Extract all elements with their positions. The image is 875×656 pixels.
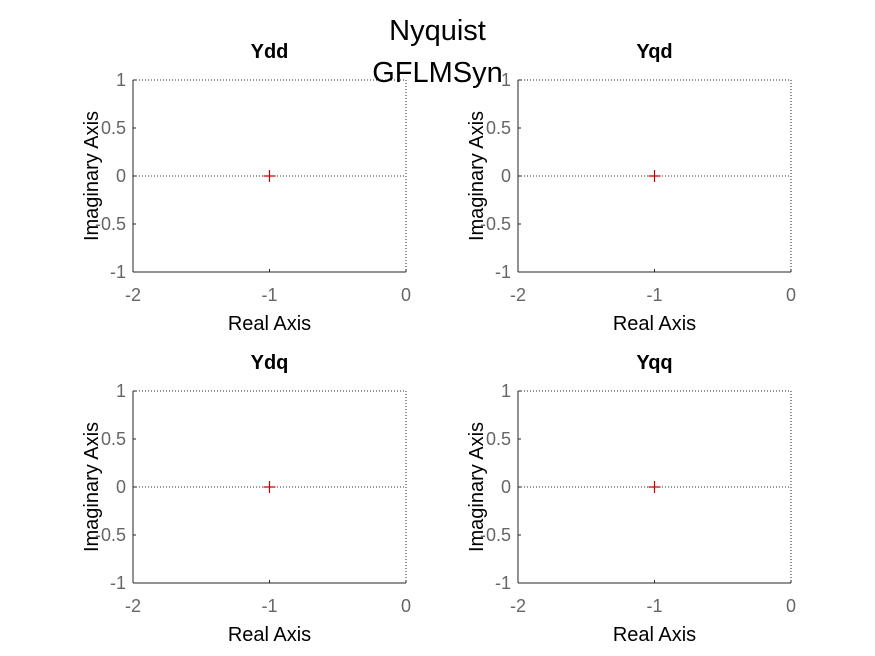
y-tick-label: -1: [495, 262, 511, 282]
y-tick-label: 1: [501, 70, 511, 90]
x-axis-label: Real Axis: [613, 624, 696, 646]
subplot-ydq: -2 -1 0 -1 -0.5 0 0.5 1 Ydq Real Axis Imaginary Ax…: [81, 352, 411, 646]
subplot-yqq: -2 -1 0 -1 -0.5 0 0.5 1 Yqq Real Axis Imaginary Ax…: [466, 352, 796, 646]
critical-point-marker: [263, 481, 276, 493]
y-tick-label: 0.5: [486, 118, 511, 138]
y-tick-label: 0: [501, 166, 511, 186]
x-tick-label: -2: [510, 596, 526, 616]
subplot-title: Ydd: [251, 41, 289, 63]
x-tick-label: -2: [510, 285, 526, 305]
y-tick-label: -1: [495, 573, 511, 593]
y-tick-label: -1: [110, 262, 126, 282]
x-tick-label: -1: [646, 596, 662, 616]
x-axis-label: Real Axis: [613, 313, 696, 335]
figure-title-line1: Nyquist: [389, 15, 486, 47]
x-tick-label: -1: [261, 596, 277, 616]
subplot-title: Ydq: [251, 352, 289, 374]
y-tick-label: 1: [501, 381, 511, 401]
x-axis-label: Real Axis: [228, 624, 311, 646]
x-tick-label: -2: [125, 285, 141, 305]
y-tick-label: 0.5: [101, 429, 126, 449]
y-axis-label: Imaginary Axis: [81, 422, 103, 552]
x-tick-label: -1: [646, 285, 662, 305]
x-tick-label: -2: [125, 596, 141, 616]
y-tick-label: 0: [116, 477, 126, 497]
subplot-ydd: -2 -1 0 -1 -0.5 0 0.5 1 Ydd Real Axis Imaginary Ax…: [81, 41, 411, 335]
x-tick-label: 0: [786, 285, 796, 305]
y-axis-label: Imaginary Axis: [81, 111, 103, 241]
x-tick-label: 0: [401, 285, 411, 305]
y-tick-label: 1: [116, 381, 126, 401]
y-tick-label: 0: [116, 166, 126, 186]
y-tick-label: -1: [110, 573, 126, 593]
y-axis-label: Imaginary Axis: [466, 111, 488, 241]
y-tick-label: 0: [501, 477, 511, 497]
y-tick-label: 0.5: [486, 429, 511, 449]
y-axis-label: Imaginary Axis: [466, 422, 488, 552]
subplot-title: Yqq: [636, 352, 672, 374]
subplot-title: Yqd: [636, 41, 672, 63]
y-tick-label: 1: [116, 70, 126, 90]
y-tick-label: -0.5: [480, 525, 511, 545]
figure-title-line2: GFLMSyn: [372, 57, 503, 89]
y-tick-label: -0.5: [95, 525, 126, 545]
critical-point-marker: [648, 170, 661, 182]
x-axis-label: Real Axis: [228, 313, 311, 335]
x-tick-label: -1: [261, 285, 277, 305]
x-tick-label: 0: [401, 596, 411, 616]
y-tick-label: 0.5: [101, 118, 126, 138]
y-tick-label: -0.5: [480, 214, 511, 234]
critical-point-marker: [648, 481, 661, 493]
critical-point-marker: [263, 170, 276, 182]
subplot-yqd: -2 -1 0 -1 -0.5 0 0.5 1 Yqd Real Axis Imaginary Ax…: [466, 41, 796, 335]
x-tick-label: 0: [786, 596, 796, 616]
y-tick-label: -0.5: [95, 214, 126, 234]
